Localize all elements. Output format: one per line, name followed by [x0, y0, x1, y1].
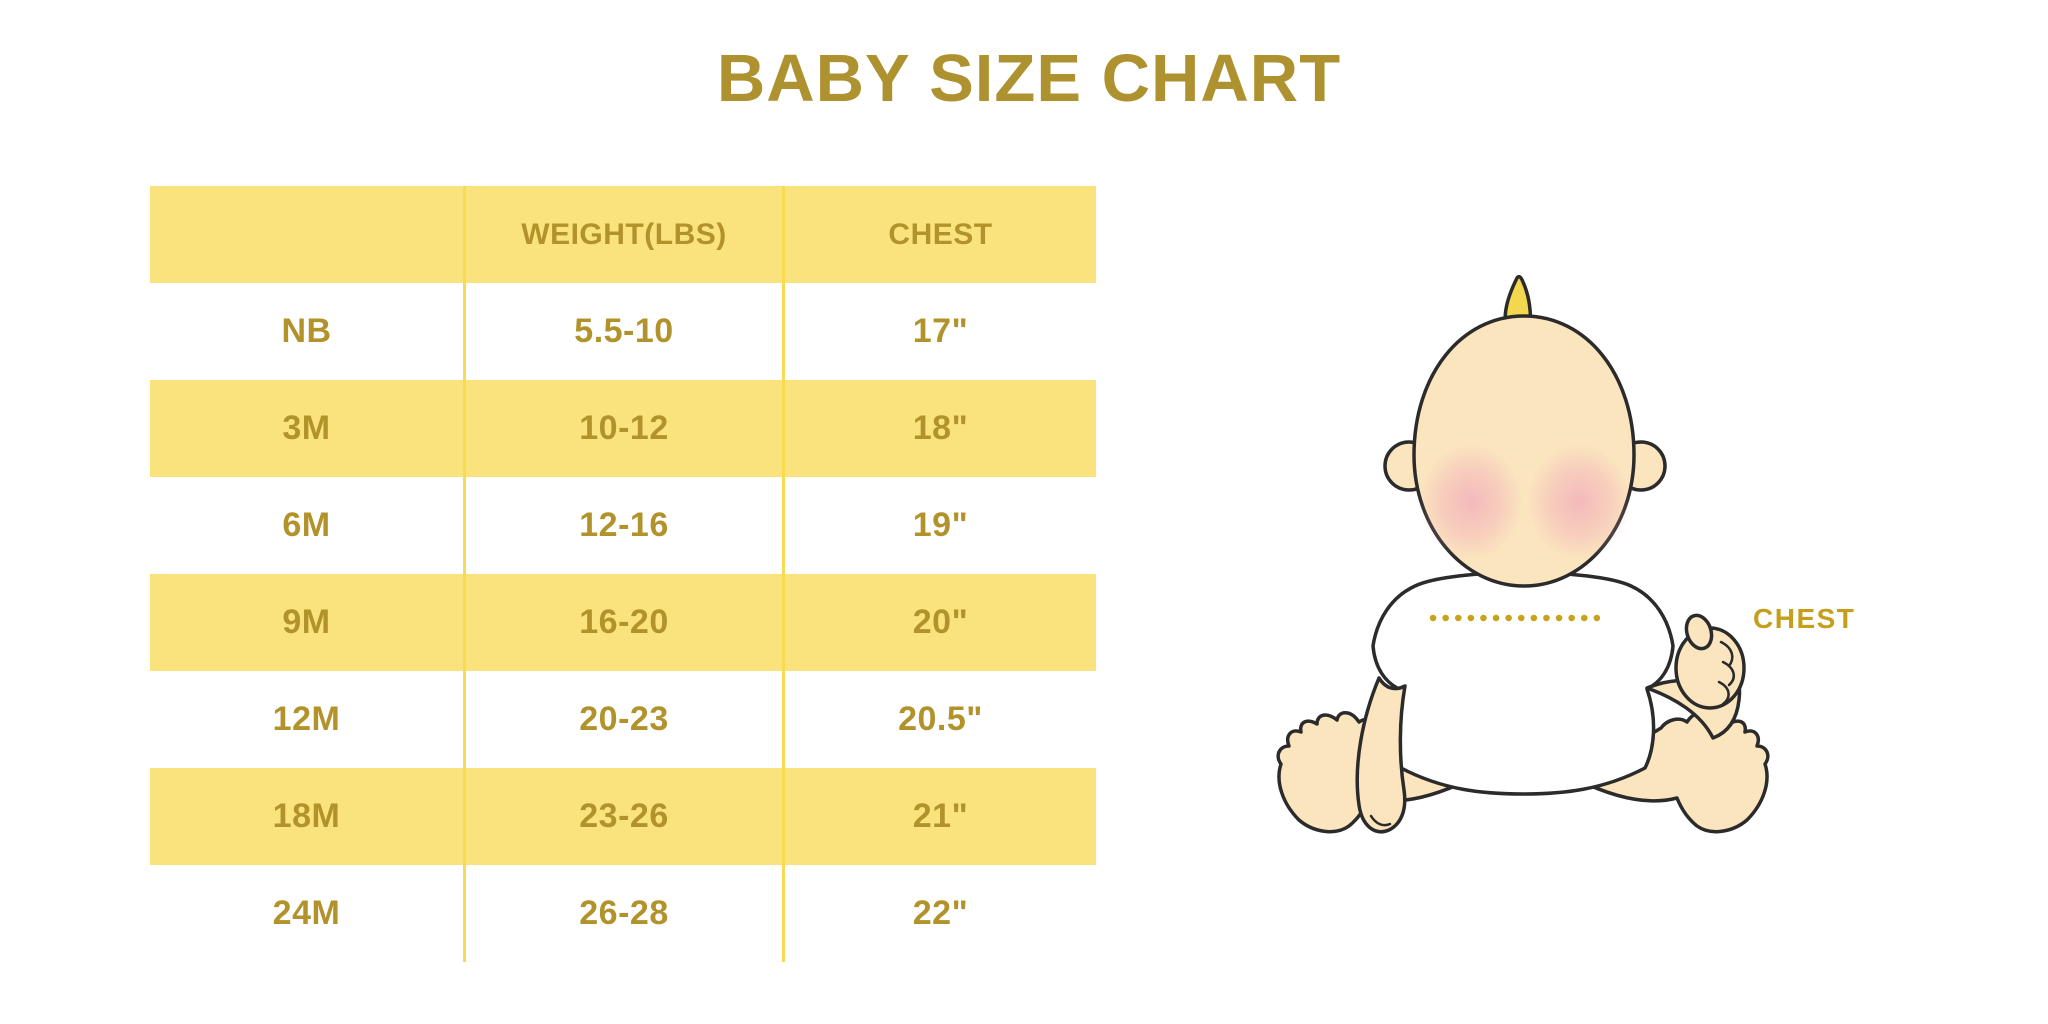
table-cell-weight: 26-28: [463, 865, 782, 962]
table-cell-chest: 18": [782, 380, 1096, 477]
table-cell-weight: 12-16: [463, 477, 782, 574]
table-cell-size: 18M: [150, 768, 463, 865]
chest-measure-label: CHEST: [1753, 603, 1856, 634]
table-header-size: [150, 186, 463, 283]
table-cell-weight: 23-26: [463, 768, 782, 865]
table-header-weight: WEIGHT(LBS): [463, 186, 782, 283]
table-cell-weight: 10-12: [463, 380, 782, 477]
table-cell-chest: 20": [782, 574, 1096, 671]
size-table: WEIGHT(LBS) CHEST NB 5.5-10 17" 3M 10-12…: [150, 186, 1096, 962]
baby-illustration: [1263, 270, 1783, 930]
table-cell-chest: 22": [782, 865, 1096, 962]
table-cell-weight: 20-23: [463, 671, 782, 768]
baby-left-cheek: [1419, 444, 1523, 560]
baby-finger-lines: [1717, 640, 1736, 706]
baby-onesie: [1371, 570, 1675, 796]
baby-left-arm: [1355, 676, 1407, 834]
table-cell-size: 12M: [150, 671, 463, 768]
table-cell-weight: 16-20: [463, 574, 782, 671]
table-cell-size: 3M: [150, 380, 463, 477]
table-cell-size: 24M: [150, 865, 463, 962]
table-cell-chest: 20.5": [782, 671, 1096, 768]
page-title: BABY SIZE CHART: [716, 41, 1342, 116]
table-cell-chest: 19": [782, 477, 1096, 574]
baby-right-cheek: [1527, 444, 1631, 560]
baby-thumb: [1684, 613, 1714, 651]
table-cell-weight: 5.5-10: [463, 283, 782, 380]
table-cell-size: NB: [150, 283, 463, 380]
baby-left-hand-line: [1369, 814, 1392, 827]
table-cell-size: 9M: [150, 574, 463, 671]
baby-illustration-svg: [1276, 274, 1770, 834]
table-header-chest: CHEST: [782, 186, 1096, 283]
table-cell-chest: 21": [782, 768, 1096, 865]
baby-right-leg: [1576, 711, 1770, 834]
table-cell-chest: 17": [782, 283, 1096, 380]
table-cell-size: 6M: [150, 477, 463, 574]
